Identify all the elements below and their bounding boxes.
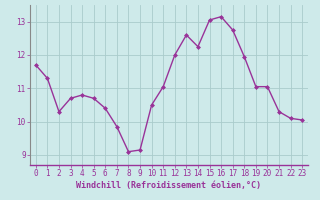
X-axis label: Windchill (Refroidissement éolien,°C): Windchill (Refroidissement éolien,°C) <box>76 181 261 190</box>
